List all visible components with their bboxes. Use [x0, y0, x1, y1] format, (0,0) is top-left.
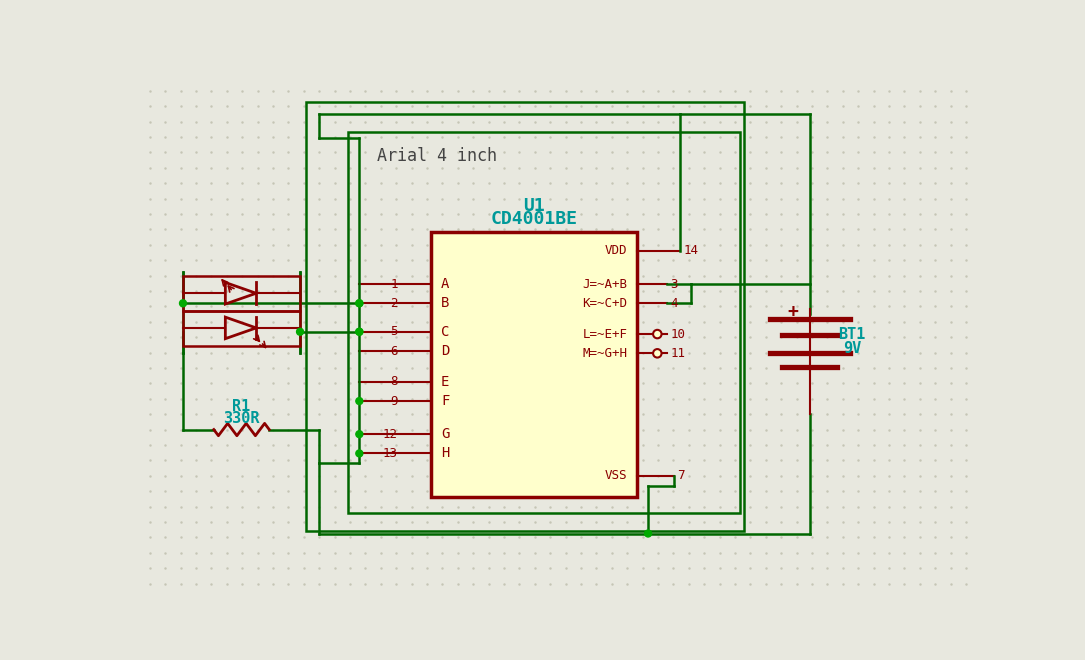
Circle shape — [356, 328, 362, 335]
Text: K=~C+D: K=~C+D — [583, 297, 627, 310]
Circle shape — [179, 300, 187, 307]
Circle shape — [644, 530, 651, 537]
Bar — [306, 102, 743, 531]
Text: 9V: 9V — [843, 341, 861, 356]
Text: D: D — [441, 344, 449, 358]
Circle shape — [356, 328, 362, 335]
Bar — [183, 276, 301, 311]
Text: 6: 6 — [391, 345, 398, 358]
Text: 8: 8 — [391, 376, 398, 388]
Text: 2: 2 — [391, 297, 398, 310]
Text: F: F — [441, 394, 449, 408]
Text: 7: 7 — [677, 469, 685, 482]
Text: 5: 5 — [391, 325, 398, 339]
Text: 1: 1 — [391, 277, 398, 290]
Bar — [183, 311, 301, 346]
Circle shape — [356, 300, 362, 307]
Circle shape — [653, 330, 662, 339]
Text: 4: 4 — [671, 297, 678, 310]
Text: 3: 3 — [671, 277, 678, 290]
Text: 13: 13 — [383, 447, 398, 460]
Text: 9: 9 — [391, 395, 398, 408]
Circle shape — [356, 431, 362, 438]
Text: 14: 14 — [684, 244, 699, 257]
Circle shape — [356, 300, 362, 307]
Bar — [431, 232, 637, 498]
Bar — [348, 131, 740, 513]
Text: J=~A+B: J=~A+B — [583, 277, 627, 290]
Text: B: B — [441, 296, 449, 310]
Text: M=~G+H: M=~G+H — [583, 346, 627, 360]
Text: G: G — [441, 427, 449, 441]
Circle shape — [653, 349, 662, 358]
Text: E: E — [441, 375, 449, 389]
Text: +: + — [788, 303, 799, 321]
Text: 12: 12 — [383, 428, 398, 441]
Text: R1: R1 — [232, 399, 251, 414]
Circle shape — [356, 450, 362, 457]
Text: H: H — [441, 446, 449, 461]
Text: C: C — [441, 325, 449, 339]
Circle shape — [356, 397, 362, 405]
Text: U1: U1 — [523, 197, 545, 215]
Text: 11: 11 — [671, 346, 686, 360]
Text: L=~E+F: L=~E+F — [583, 327, 627, 341]
Text: 10: 10 — [671, 327, 686, 341]
Text: Arial 4 inch: Arial 4 inch — [378, 147, 497, 165]
Circle shape — [296, 328, 304, 335]
Text: 330R: 330R — [224, 411, 259, 426]
Text: VDD: VDD — [604, 244, 627, 257]
Text: CD4001BE: CD4001BE — [490, 211, 577, 228]
Text: A: A — [441, 277, 449, 291]
Text: VSS: VSS — [604, 469, 627, 482]
Text: BT1: BT1 — [839, 327, 866, 343]
